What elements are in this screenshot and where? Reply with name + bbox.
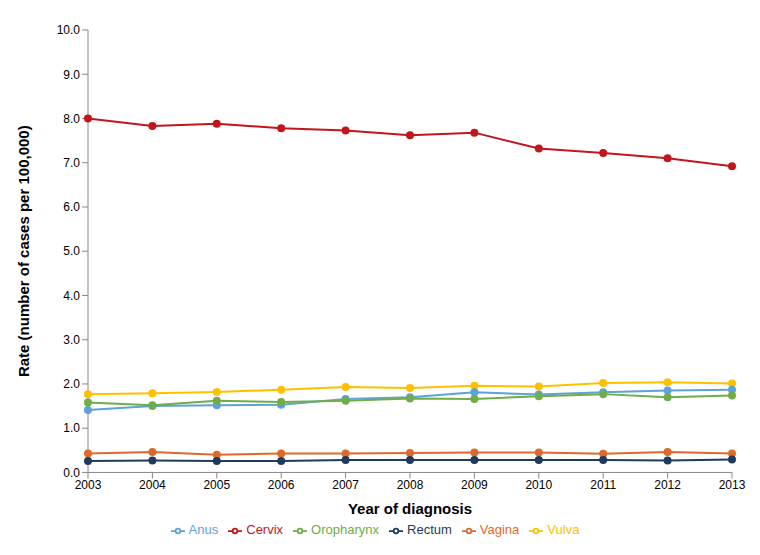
svg-text:2012: 2012 xyxy=(654,478,681,492)
svg-text:2005: 2005 xyxy=(203,478,230,492)
html-text:Vagina: Vagina xyxy=(479,522,520,538)
svg-text:2004: 2004 xyxy=(139,478,166,492)
html-text:Oropharynx: Oropharynx xyxy=(311,522,379,538)
svg-text:5.0: 5.0 xyxy=(63,244,80,258)
html-text:Anus: Anus xyxy=(188,522,219,538)
svg-text:1.0: 1.0 xyxy=(63,421,80,435)
html-text:Cervix: Cervix xyxy=(246,522,284,538)
svg-text:10.0: 10.0 xyxy=(57,23,81,37)
svg-text:2003: 2003 xyxy=(75,478,102,492)
svg-text:Year of diagnosis: Year of diagnosis xyxy=(348,500,472,517)
svg-text:6.0: 6.0 xyxy=(63,200,80,214)
html-text:Vulva: Vulva xyxy=(547,522,580,538)
svg-text:7.0: 7.0 xyxy=(63,156,80,170)
svg-text:2.0: 2.0 xyxy=(63,377,80,391)
svg-text:8.0: 8.0 xyxy=(63,112,80,126)
svg-text:2009: 2009 xyxy=(461,478,488,492)
html-text:Rectum: Rectum xyxy=(407,522,452,538)
svg-text:4.0: 4.0 xyxy=(63,289,80,303)
svg-text:9.0: 9.0 xyxy=(63,68,80,82)
svg-text:2007: 2007 xyxy=(332,478,359,492)
svg-text:2011: 2011 xyxy=(590,478,616,492)
svg-text:2010: 2010 xyxy=(525,478,552,492)
svg-text:Rate (number of cases per 100,: Rate (number of cases per 100,000) xyxy=(15,125,32,377)
svg-text:2008: 2008 xyxy=(397,478,424,492)
svg-text:2006: 2006 xyxy=(268,478,295,492)
svg-text:0.0: 0.0 xyxy=(63,466,80,480)
svg-text:3.0: 3.0 xyxy=(63,333,80,347)
svg-text:2013: 2013 xyxy=(719,478,746,492)
